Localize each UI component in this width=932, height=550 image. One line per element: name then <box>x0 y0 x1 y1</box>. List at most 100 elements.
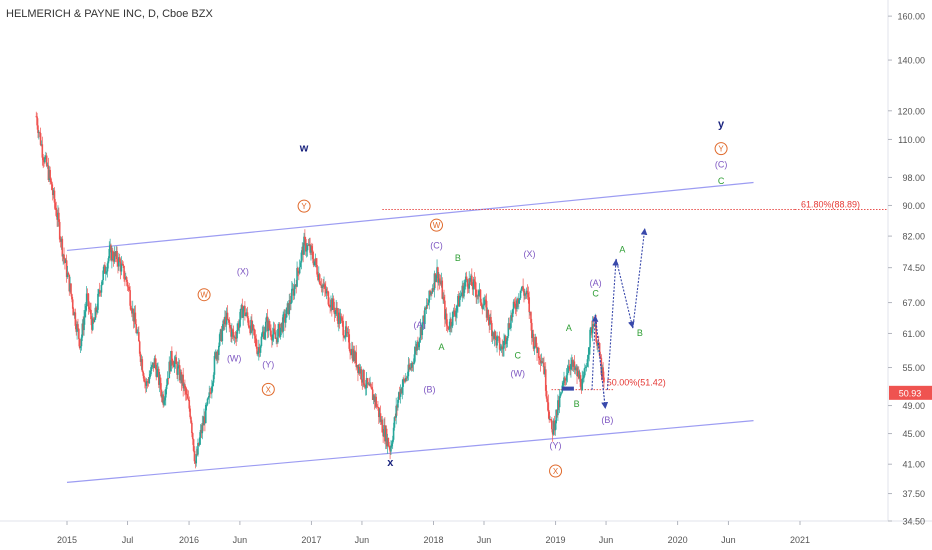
candle-body <box>366 378 369 385</box>
candle-body <box>89 308 91 310</box>
candle-body <box>540 361 543 364</box>
candle-body <box>387 438 390 447</box>
projection-arrow[interactable] <box>594 315 608 409</box>
candle-body <box>372 395 375 400</box>
candle-body <box>329 306 331 308</box>
candle-body <box>258 347 261 353</box>
candle-body <box>254 335 257 339</box>
candle-body <box>332 298 335 308</box>
projection-arrow[interactable] <box>591 315 599 390</box>
candle-body <box>443 296 445 301</box>
candle-body <box>61 238 64 257</box>
candle-body <box>170 350 172 372</box>
candle-body <box>134 312 137 325</box>
candle-body <box>519 290 522 299</box>
candle-body <box>176 363 178 375</box>
candle-body <box>206 398 209 405</box>
candle-body <box>85 293 88 306</box>
candle-body <box>114 252 117 257</box>
candle-body <box>384 428 387 442</box>
wave-label-circle <box>549 464 563 478</box>
candle-body <box>344 336 346 338</box>
candle-body <box>468 278 471 289</box>
candle-body <box>478 289 481 291</box>
candle-body <box>120 263 123 272</box>
candle-body <box>374 396 377 402</box>
candle-body <box>470 275 472 282</box>
candle-body <box>278 323 280 329</box>
candle-body <box>244 306 246 316</box>
candle-body <box>129 290 131 306</box>
candle-body <box>531 333 534 339</box>
candle-body <box>281 322 284 332</box>
candle-body <box>133 312 136 322</box>
candle-body <box>243 306 245 309</box>
candle-body <box>310 246 312 253</box>
candle-body <box>163 400 165 405</box>
candle-body <box>40 144 43 146</box>
candle-body <box>334 310 337 315</box>
candle-body <box>273 328 276 333</box>
candle-body <box>339 316 342 324</box>
candle-body <box>43 160 45 163</box>
candle-body <box>277 328 279 343</box>
channel-lower-line[interactable] <box>66 420 754 483</box>
candle-body <box>351 348 353 355</box>
candle-body <box>271 334 274 341</box>
channel-upper-line[interactable] <box>66 181 754 252</box>
candle-body <box>239 308 242 320</box>
candle-body <box>53 190 56 203</box>
candle-body <box>481 305 484 309</box>
candle-body <box>124 277 127 280</box>
wave-label-circle <box>430 218 444 232</box>
candle-body <box>175 357 178 364</box>
candle-body <box>305 250 308 252</box>
candle-body <box>311 246 313 251</box>
candle-body <box>440 280 443 285</box>
candle-body <box>136 332 138 334</box>
candle-body <box>503 341 505 349</box>
candle-body <box>448 328 451 330</box>
candle-body <box>297 268 299 272</box>
time-tick-label: 2019 <box>546 535 566 545</box>
candle-body <box>465 276 468 280</box>
candle-body <box>533 346 536 349</box>
candle-body <box>369 383 371 386</box>
candle-body <box>437 267 439 283</box>
candle-body <box>545 390 548 399</box>
candle-body <box>595 321 597 342</box>
candle-body <box>91 319 93 330</box>
candle-body <box>588 347 590 355</box>
candle-body <box>311 250 314 260</box>
candle-body <box>150 367 152 375</box>
wave-label-circle <box>261 382 275 396</box>
price-tick-label: 37.50 <box>902 489 925 499</box>
candle-body <box>458 297 461 307</box>
candle-body <box>581 378 584 391</box>
candle-body <box>263 331 265 339</box>
candle-body <box>288 300 291 315</box>
price-tick-label: 61.00 <box>902 329 925 339</box>
projection-arrow[interactable] <box>615 258 635 329</box>
candle-body <box>497 336 500 338</box>
candle-body <box>58 212 60 222</box>
candle-body <box>362 370 364 383</box>
candle-body <box>143 375 145 382</box>
candle-body <box>490 317 492 324</box>
candle-body <box>507 323 510 337</box>
candle-body <box>78 328 80 340</box>
candle-body <box>45 155 48 166</box>
projection-arrow[interactable] <box>632 228 648 329</box>
candle-body <box>174 357 177 362</box>
candle-body <box>286 303 289 308</box>
candle-body <box>218 345 220 355</box>
candle-body <box>200 429 203 434</box>
candle-body <box>222 320 224 330</box>
candle-body <box>330 299 332 308</box>
candle-body <box>151 365 153 368</box>
candle-body <box>47 165 50 181</box>
candle-body <box>262 331 264 335</box>
projection-arrow[interactable] <box>606 258 619 390</box>
candle-body <box>414 347 417 355</box>
